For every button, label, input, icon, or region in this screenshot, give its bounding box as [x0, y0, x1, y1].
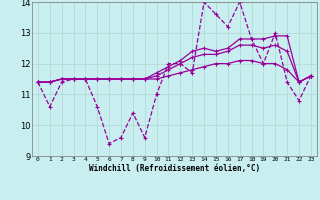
X-axis label: Windchill (Refroidissement éolien,°C): Windchill (Refroidissement éolien,°C): [89, 164, 260, 173]
